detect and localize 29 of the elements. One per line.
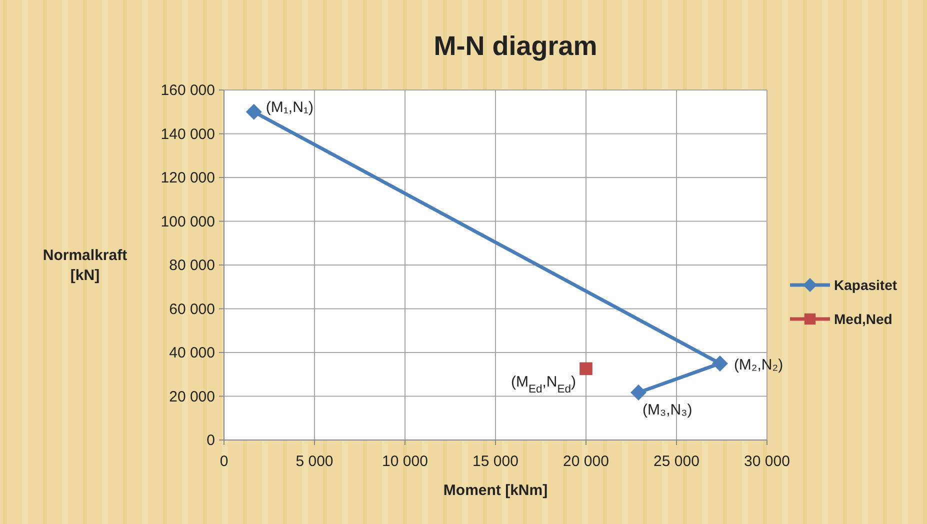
x-tick-label: 25 000 [654,453,700,470]
y-axis-title: Normalkraft [kN] [42,247,128,284]
y-tick-label: 100 000 [160,213,215,230]
annotation: (M₂,N₂) [734,356,784,374]
y-tick-label: 20 000 [169,388,215,406]
x-tick-label: 30 000 [744,453,790,470]
annotation: (M₁,N₁) [266,98,314,116]
point [630,384,646,401]
annotation: (M₃,N₃) [642,402,692,419]
x-tick-label: 0 [220,453,228,470]
legend-label: Med,Ned [834,311,892,327]
y-tick-label: 140 000 [160,126,215,143]
x-tick-label: 5 000 [296,453,334,470]
point [580,362,592,376]
point [712,355,728,372]
annotation: (M$_{Ed}$,N$_{Ed}$) [510,374,576,396]
y-tick-label: 160 000 [160,82,215,99]
x-axis-title: Moment [kNm] [443,482,548,499]
y-tick-label: 60 000 [169,300,215,318]
chart-title: M-N diagram [434,31,598,61]
y-tick-label: 80 000 [169,257,215,274]
x-tick-label: 10 000 [382,453,428,470]
y-tick-label: 0 [206,432,215,449]
y-tick-label: 40 000 [169,344,215,362]
x-tick-label: 15 000 [472,453,518,470]
x-tick-label: 20 000 [563,453,609,470]
point [246,104,262,120]
y-tick-label: 120 000 [160,170,215,186]
legend-label: Kapasitet [834,277,898,293]
